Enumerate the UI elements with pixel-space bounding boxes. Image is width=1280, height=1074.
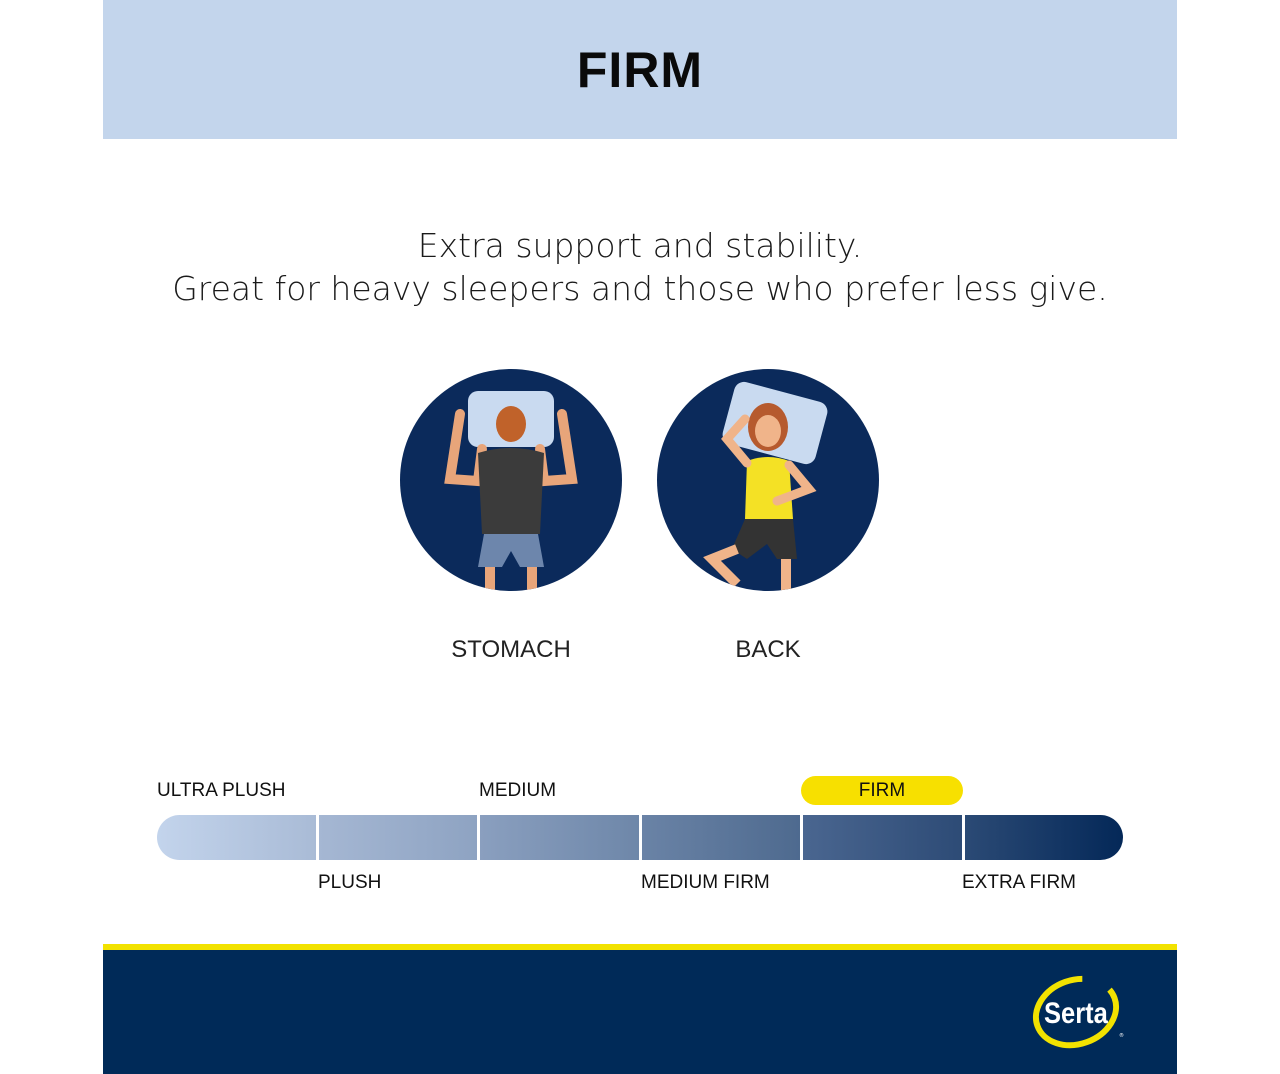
scale-segment-extra-firm (964, 815, 1123, 860)
scale-label-extra-firm: EXTRA FIRM (962, 872, 1077, 893)
scale-label-medium: MEDIUM (479, 780, 557, 801)
footer-banner (103, 950, 1177, 1074)
scale-segment-plush (318, 815, 480, 860)
description-line-1: Extra support and stability. (417, 226, 863, 265)
svg-text:®: ® (1119, 1032, 1124, 1039)
scale-label-medium-firm: MEDIUM FIRM (641, 872, 770, 893)
sleep-position-label-stomach: STOMACH (451, 636, 571, 663)
scale-label-ultra-plush: ULTRA PLUSH (157, 780, 286, 801)
sleep-position-label-back: BACK (735, 636, 801, 663)
header-banner: FIRM (103, 0, 1177, 139)
scale-segment-firm (803, 815, 965, 860)
stomach-sleeper-illustration (400, 369, 622, 591)
serta-logo: Serta ® (1030, 975, 1126, 1049)
selected-firmness-badge: FIRM (801, 776, 963, 805)
back-sleeper-illustration (657, 369, 879, 591)
scale-label-firm: FIRM (858, 779, 906, 801)
svg-text:Serta: Serta (1044, 996, 1108, 1029)
scale-segment-ultra-plush (157, 815, 319, 860)
footer-accent-line (103, 944, 1177, 950)
scale-label-plush: PLUSH (318, 872, 382, 893)
firmness-scale-bar (157, 815, 1123, 860)
description-line-2: Great for heavy sleepers and those who p… (172, 269, 1108, 308)
page-title: FIRM (576, 41, 704, 98)
scale-segment-medium-firm (641, 815, 803, 860)
scale-segment-medium (480, 815, 642, 860)
